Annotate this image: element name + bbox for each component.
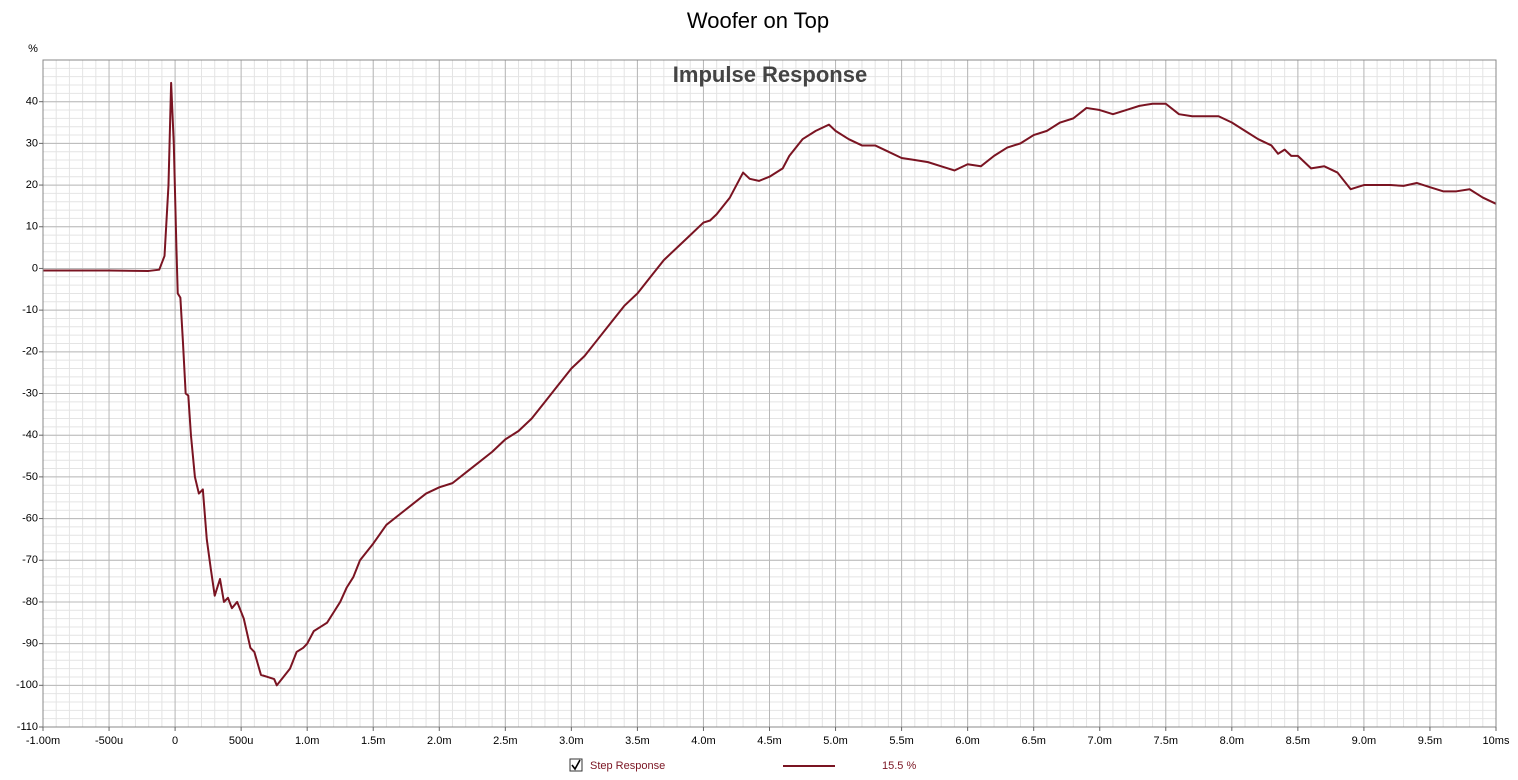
y-tick-label: -80 [22, 596, 38, 608]
x-tick-label: 6.0m [955, 735, 979, 747]
y-tick-label: 20 [26, 179, 38, 191]
plot [43, 81, 1497, 687]
x-tick-label: 3.5m [625, 735, 649, 747]
x-tick-label: 3.0m [559, 735, 583, 747]
x-tick-label: 7.0m [1087, 735, 1111, 747]
y-tick-label: -40 [22, 429, 38, 441]
x-tick-label: 10ms [1483, 735, 1510, 747]
x-tick-label: 500u [229, 735, 253, 747]
x-tick-label: 0 [172, 735, 178, 747]
x-tick-label: 4.0m [691, 735, 715, 747]
y-tick-label: -60 [22, 512, 38, 524]
y-tick-label: 0 [32, 262, 38, 274]
series-line [43, 81, 1497, 687]
checkmark [571, 759, 581, 771]
x-tick-label: -1.00m [26, 735, 60, 747]
x-tick-label: 2.5m [493, 735, 517, 747]
x-tick-label: 9.0m [1352, 735, 1376, 747]
y-tick-label: 10 [26, 221, 38, 233]
x-tick-label: 2.0m [427, 735, 451, 747]
x-tick-label: 9.5m [1418, 735, 1442, 747]
grid [42, 59, 1497, 728]
y-tick-label: -20 [22, 346, 38, 358]
y-tick-label: -100 [16, 679, 38, 691]
x-tick-label: 5.0m [823, 735, 847, 747]
y-tick-label: -50 [22, 471, 38, 483]
x-tick-label: 6.5m [1021, 735, 1045, 747]
y-tick-label: -10 [22, 304, 38, 316]
legend-value: 15.5 % [882, 760, 916, 772]
y-tick-label: -30 [22, 387, 38, 399]
x-tick-label: 5.5m [889, 735, 913, 747]
y-tick-label: -90 [22, 638, 38, 650]
x-tick-label: 4.5m [757, 735, 781, 747]
y-tick-label: 30 [26, 137, 38, 149]
x-tick-label: -500u [95, 735, 123, 747]
y-tick-label: -110 [17, 721, 38, 733]
x-tick-label: 1.0m [295, 735, 319, 747]
y-tick-label: 40 [26, 96, 38, 108]
y-unit: % [28, 43, 38, 55]
x-tick-label: 1.5m [361, 735, 385, 747]
plot-title: Impulse Response [673, 62, 867, 87]
y-tick-label: -70 [22, 554, 38, 566]
chart-title: Woofer on Top [687, 8, 829, 33]
legend: Step Response 15.5 % [569, 758, 916, 772]
x-tick-label: 7.5m [1154, 735, 1178, 747]
x-tick-label: 8.5m [1286, 735, 1310, 747]
legend-label: Step Response [590, 760, 665, 772]
x-tick-label: 8.0m [1220, 735, 1244, 747]
